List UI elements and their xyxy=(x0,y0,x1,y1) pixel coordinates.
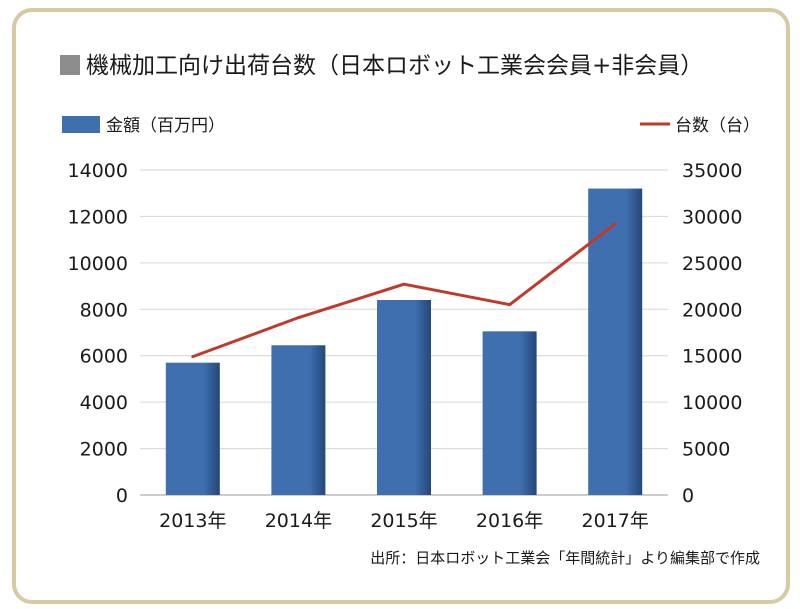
y-axis-right: 0 5000 10000 15000 20000 25000 30000 35000 xyxy=(682,160,742,507)
source-note: 出所：日本ロボット工業会「年間統計」より編集部で作成 xyxy=(370,549,760,567)
y-left-tick-label: 0 xyxy=(116,485,128,507)
y-left-tick-label: 2000 xyxy=(80,439,128,461)
bar xyxy=(165,362,220,495)
x-tick-label: 2015年 xyxy=(370,510,437,532)
line-point xyxy=(508,303,512,307)
y-axis-left: 0 2000 4000 6000 8000 10000 12000 14000 xyxy=(68,160,128,507)
title-marker xyxy=(60,55,80,75)
y-left-tick-label: 14000 xyxy=(68,160,128,182)
bar xyxy=(377,300,431,495)
y-left-tick-label: 10000 xyxy=(68,253,128,275)
y-right-tick-label: 10000 xyxy=(682,392,742,414)
x-axis: 2013年 2014年 2015年 2016年 2017年 xyxy=(159,510,649,532)
bar xyxy=(271,345,326,495)
line-point xyxy=(613,222,617,226)
legend-bar-swatch xyxy=(62,116,100,133)
bar-series xyxy=(165,188,643,496)
y-right-tick-label: 35000 xyxy=(682,160,742,182)
y-left-tick-label: 12000 xyxy=(68,206,128,228)
y-right-tick-label: 0 xyxy=(682,485,694,507)
y-left-tick-label: 8000 xyxy=(80,299,128,321)
x-tick-label: 2013年 xyxy=(159,510,226,532)
y-right-tick-label: 25000 xyxy=(682,253,742,275)
legend-line-label: 台数（台） xyxy=(675,116,760,136)
x-tick-label: 2014年 xyxy=(265,510,332,532)
y-right-tick-label: 30000 xyxy=(682,206,742,228)
line-point xyxy=(191,355,195,359)
legend: 金額（百万円） 台数（台） xyxy=(62,116,760,136)
line-series xyxy=(191,222,617,359)
line-point xyxy=(402,282,406,286)
y-right-tick-label: 20000 xyxy=(682,299,742,321)
x-tick-label: 2016年 xyxy=(476,510,543,532)
line-point xyxy=(296,316,300,320)
y-right-tick-label: 15000 xyxy=(682,346,742,368)
chart-title: 機械加工向け出荷台数（日本ロボット工業会会員+非会員） xyxy=(86,53,703,79)
bar xyxy=(482,331,537,495)
y-left-tick-label: 4000 xyxy=(80,392,128,414)
y-right-tick-label: 5000 xyxy=(682,439,730,461)
y-left-tick-label: 6000 xyxy=(80,346,128,368)
legend-bar-label: 金額（百万円） xyxy=(106,116,225,136)
bar xyxy=(588,188,643,496)
x-tick-label: 2017年 xyxy=(582,510,649,532)
